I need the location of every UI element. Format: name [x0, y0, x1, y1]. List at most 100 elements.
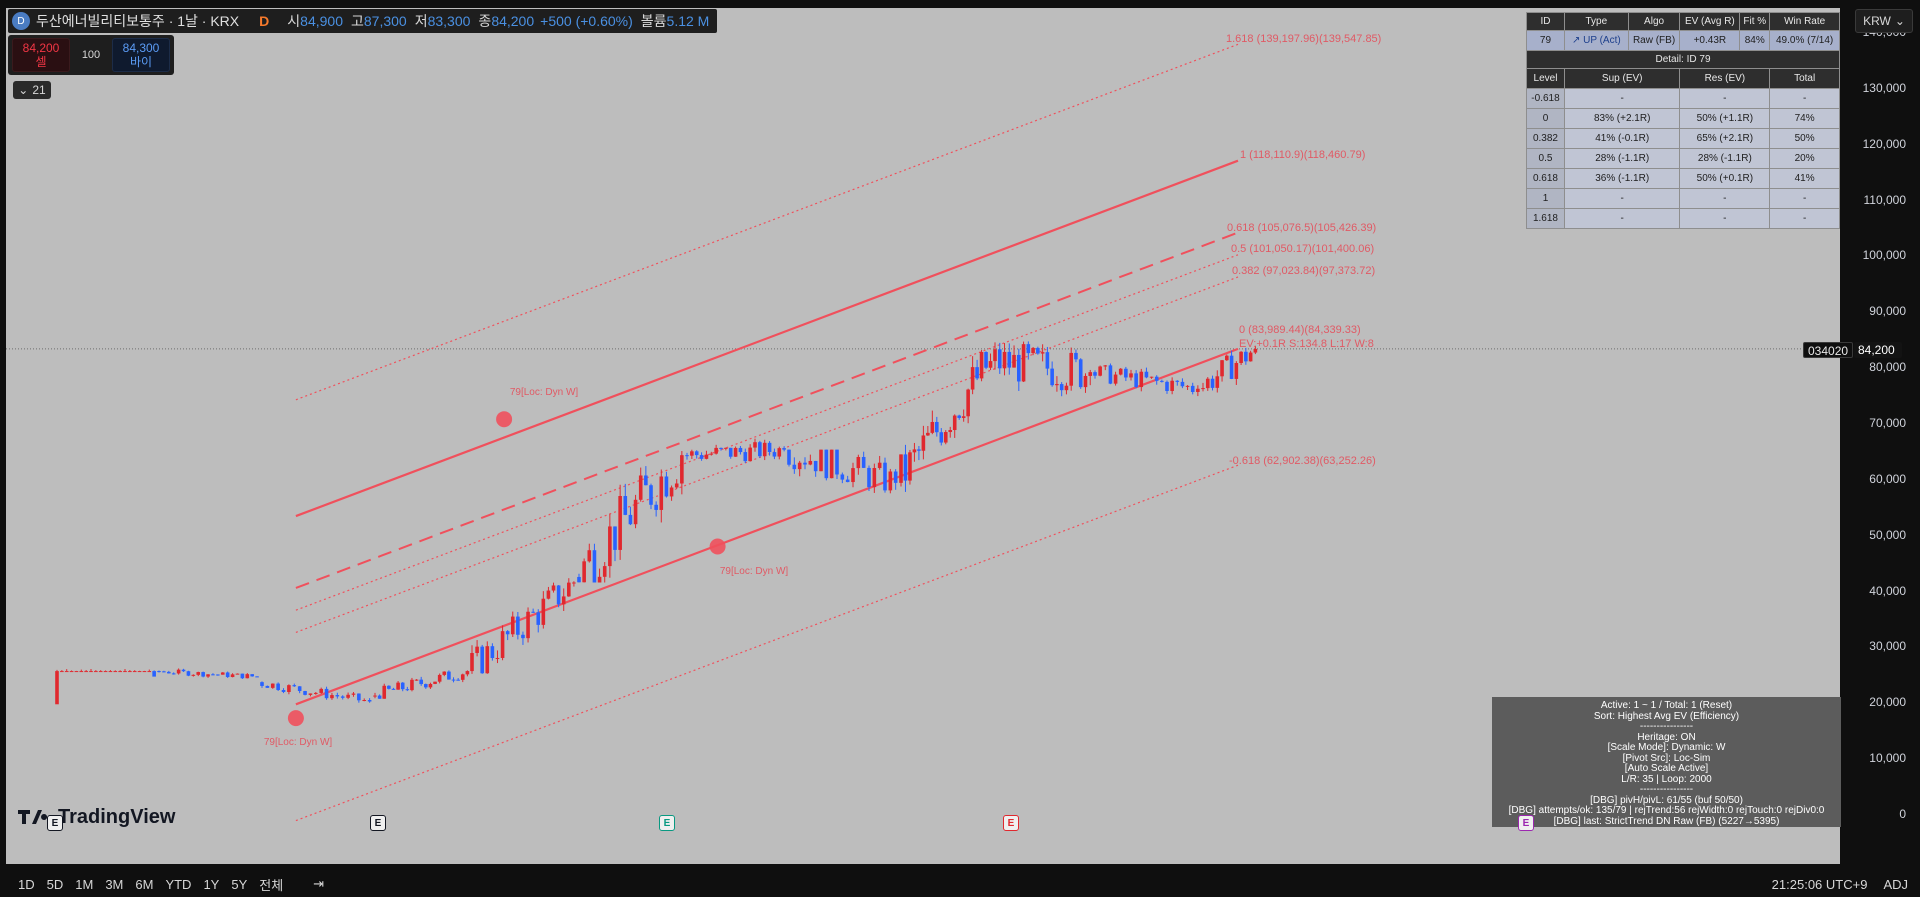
order-quantity[interactable]: 100	[81, 49, 101, 61]
fib-neg-0.618-line	[295, 464, 1239, 822]
candle-body	[250, 674, 254, 677]
candle-body	[490, 646, 495, 659]
detail-cell: 0.618	[1526, 168, 1565, 189]
candle-body	[819, 449, 823, 472]
candle-body	[845, 479, 850, 483]
candle-body	[948, 430, 953, 433]
debug-line: Active: 1 ~ 1 / Total: 1 (Reset)	[1600, 700, 1733, 711]
candle-body	[556, 585, 561, 605]
candle-body	[433, 681, 437, 684]
candle-body	[230, 674, 235, 678]
candle-body	[191, 674, 196, 676]
candle-body	[551, 585, 556, 591]
fib-level-label: EV:+0.1R S:134.8 L:17 W:8	[1239, 338, 1374, 350]
earnings-badge[interactable]: E	[1518, 815, 1534, 831]
candle-body	[1050, 368, 1054, 386]
detail-header-cell: Sup (EV)	[1563, 68, 1681, 89]
candle-body	[592, 550, 597, 583]
candle-body	[419, 679, 423, 685]
currency-selector[interactable]: KRW ⌄	[1855, 9, 1913, 33]
candle-body	[792, 464, 797, 470]
candle-body	[424, 684, 428, 688]
range-button[interactable]: 전체	[259, 877, 284, 893]
candle-body	[1113, 374, 1118, 384]
sell-button[interactable]: 84,200 셀	[12, 38, 70, 72]
candle-body	[803, 462, 807, 465]
candle-body	[1026, 344, 1031, 354]
candle-body	[1040, 352, 1045, 354]
candle-body	[1220, 360, 1224, 377]
pivot-label: 79[Loc: Dyn W]	[719, 566, 789, 577]
candle-body	[797, 462, 802, 470]
detail-cell: 0.5	[1526, 148, 1565, 169]
fib-level-label: 0.618 (105,076.5)(105,426.39)	[1227, 222, 1377, 234]
range-button[interactable]: 5Y	[231, 876, 248, 892]
detail-title-row: Detail: ID 79	[1526, 50, 1840, 69]
earnings-badge[interactable]: E	[370, 815, 386, 831]
candle-body	[74, 671, 79, 673]
price-tick-label: 10,000	[1869, 751, 1906, 766]
symbol-title[interactable]: 두산에너빌리티보통주 · 1날 · KRX	[36, 13, 240, 29]
clock[interactable]: 21:25:06 UTC+9	[1771, 877, 1868, 892]
candle-body	[921, 435, 926, 451]
range-button[interactable]: YTD	[165, 876, 192, 892]
price-tick-label: 100,000	[1862, 248, 1906, 263]
price-axis[interactable]: 140,000130,000120,000110,000100,00090,00…	[1840, 8, 1920, 864]
range-button[interactable]: 1Y	[203, 876, 220, 892]
candle-body	[567, 582, 571, 597]
buy-button[interactable]: 84,300 바이	[112, 38, 170, 72]
price-tick-label: 110,000	[1863, 192, 1907, 207]
range-button[interactable]: 1D	[18, 876, 35, 892]
summary-cell: 49.0% (7/14)	[1769, 30, 1840, 51]
brand-name: TradingView	[58, 805, 176, 828]
candle-body	[613, 526, 617, 550]
fib-1.618-line	[295, 43, 1239, 401]
candle-body	[1124, 368, 1128, 378]
price-tick-label: 40,000	[1869, 583, 1906, 598]
candle-body	[572, 582, 576, 584]
candle-body	[618, 496, 622, 550]
range-button[interactable]: 5D	[46, 876, 64, 892]
summary-cell: ↗ UP (Act)	[1563, 30, 1629, 51]
candle-body	[400, 682, 405, 690]
range-bar: 1D 5D 1M 3M 6M YTD 1Y 5Y 전체 ⇥	[0, 871, 1920, 897]
summary-header-cell: Type	[1563, 12, 1629, 31]
candle-body	[644, 475, 648, 486]
range-button[interactable]: 6M	[135, 876, 154, 892]
summary-row[interactable]: 79 ↗ UP (Act) Raw (FB) +0.43R 84% 49.0% (7/14…	[1526, 30, 1840, 51]
candle-body	[623, 496, 628, 515]
candle-body	[1074, 352, 1078, 360]
candle-body	[541, 598, 546, 625]
candle-body	[500, 631, 505, 658]
indicators-toggle[interactable]: ⌄ 21	[13, 81, 51, 99]
earnings-badge[interactable]: E	[659, 815, 675, 831]
candle-body	[654, 504, 658, 510]
candle-body	[1170, 380, 1174, 391]
date-range-icon[interactable]: ⇥	[313, 876, 325, 891]
candle-body	[867, 467, 871, 488]
earnings-badge[interactable]: E	[47, 815, 63, 831]
tradingview-logo[interactable]: TradingView	[16, 805, 175, 829]
range-button[interactable]: 1M	[75, 876, 94, 892]
detail-header-cell: Res (EV)	[1679, 68, 1771, 89]
summary-cell: 84%	[1739, 30, 1771, 51]
candle-body	[485, 646, 490, 674]
candle-body	[281, 689, 286, 692]
detail-cell: -	[1769, 188, 1840, 209]
detail-cell: 83% (+2.1R)	[1563, 108, 1681, 129]
last-price-tag[interactable]: 84,200	[1854, 342, 1902, 358]
earnings-badge[interactable]: E	[1003, 815, 1019, 831]
sell-price: 84,200	[22, 41, 60, 55]
debug-line: ----------------	[1639, 721, 1694, 732]
pivot-label: 79[Loc: Dyn W]	[509, 387, 579, 398]
symbol-price-tag[interactable]: 034020	[1803, 342, 1854, 358]
summary-header-cell: Fit %	[1739, 12, 1771, 31]
symbol-header[interactable]: D 두산에너빌리티보통주 · 1날 · KRX D 시 84,900 고 87,30…	[8, 9, 718, 33]
candle-body	[69, 671, 74, 673]
adj-toggle[interactable]: ADJ	[1883, 877, 1908, 892]
range-button[interactable]: 3M	[105, 876, 124, 892]
debug-line: ----------------	[1639, 784, 1694, 795]
dividend-badge[interactable]: D	[259, 13, 270, 29]
